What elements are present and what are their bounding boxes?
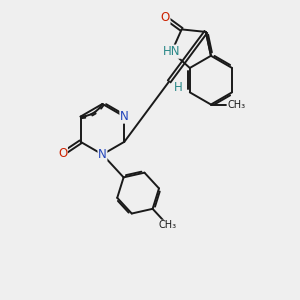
Text: HN: HN — [163, 45, 181, 58]
Text: O: O — [161, 11, 170, 24]
Text: N: N — [120, 110, 129, 123]
Text: CH₃: CH₃ — [159, 220, 177, 230]
Text: N: N — [98, 148, 107, 161]
Text: H: H — [174, 81, 182, 94]
Text: CH₃: CH₃ — [227, 100, 245, 110]
Text: O: O — [58, 147, 68, 160]
